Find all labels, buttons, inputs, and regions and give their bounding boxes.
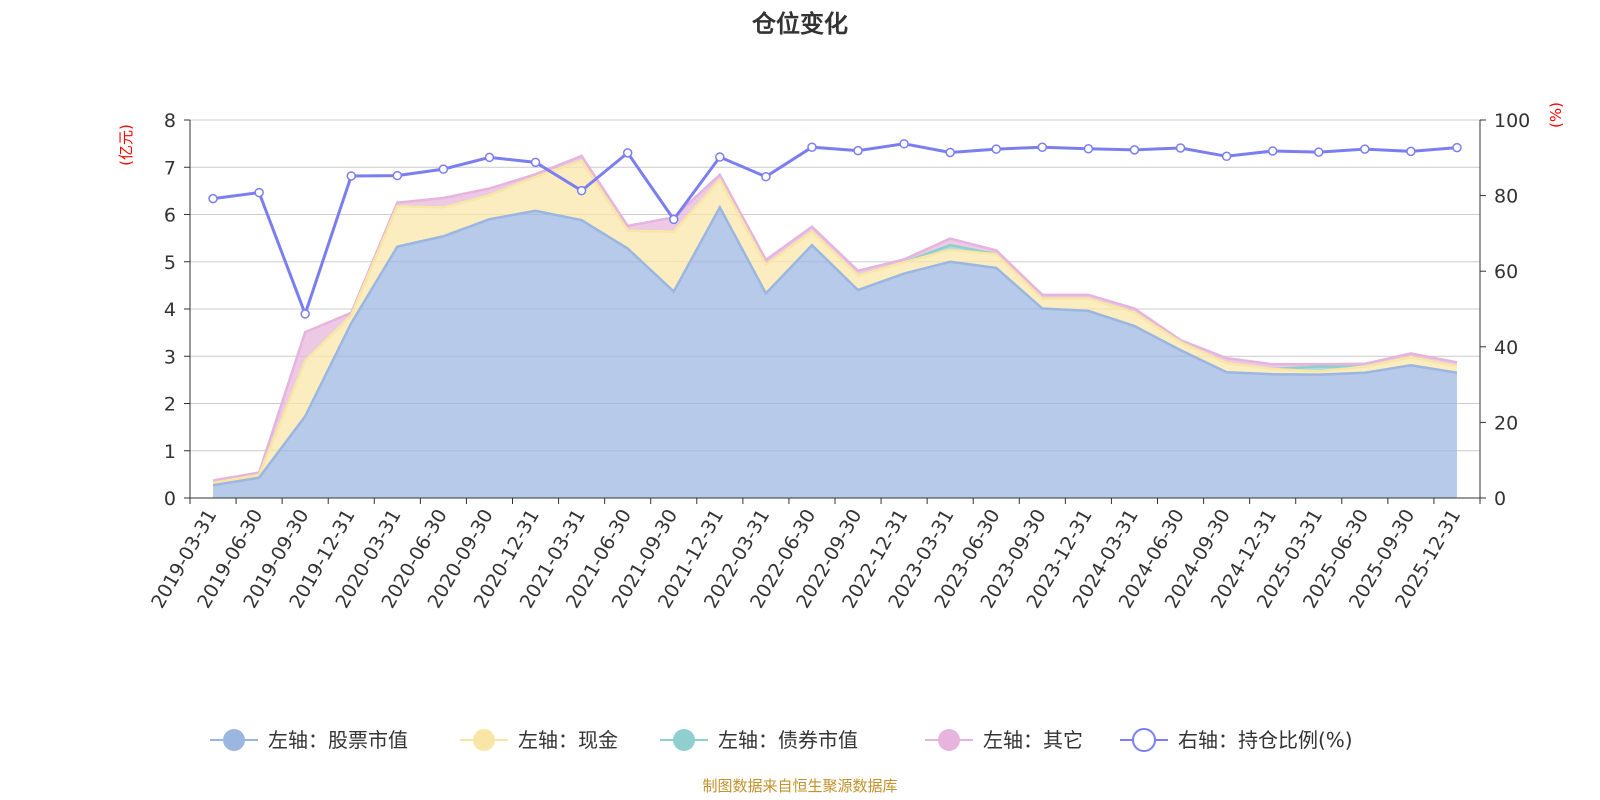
left-axis-tick-label: 7 xyxy=(164,157,176,179)
ratio-point xyxy=(530,157,541,168)
ratio-point xyxy=(1175,143,1186,153)
ratio-point xyxy=(945,147,955,158)
right-axis-tick-label: 20 xyxy=(1494,412,1518,434)
legend-marker xyxy=(223,729,245,751)
holding-ratio-line xyxy=(208,139,1462,319)
ratio-point xyxy=(1221,151,1232,162)
ratio-point xyxy=(346,171,356,181)
stacked-areas xyxy=(212,154,1458,498)
ratio-point xyxy=(484,152,495,163)
area-0 xyxy=(213,207,1457,498)
legend: 左轴：股票市值 左轴：现金 左轴：债券市值 左轴：其它 右轴：持仓比例(%) xyxy=(210,728,1353,752)
ratio-point xyxy=(254,187,264,198)
chart-title: 仓位变化 xyxy=(751,10,848,38)
legend-marker xyxy=(938,729,960,751)
right-axis-tick-label: 40 xyxy=(1494,337,1518,359)
ratio-point xyxy=(1360,144,1370,154)
legend-label: 左轴：其它 xyxy=(983,728,1083,752)
area-edge-1 xyxy=(212,159,1458,485)
ratio-point xyxy=(622,148,633,158)
legend-marker xyxy=(1132,728,1156,752)
legend-label: 左轴：债券市值 xyxy=(718,728,858,752)
x-axis-tick-labels: 2019-03-312019-06-302019-09-302019-12-31… xyxy=(147,506,1465,613)
left-axis-tick-label: 1 xyxy=(164,441,176,463)
ratio-point xyxy=(899,139,909,149)
ratio-point xyxy=(300,309,310,319)
left-axis-name: (亿元) xyxy=(117,124,135,166)
right-axis-tick-label: 60 xyxy=(1494,261,1518,283)
legend-marker xyxy=(673,729,695,751)
ratio-point xyxy=(438,164,449,174)
ratio-point xyxy=(576,185,587,196)
ratio-point xyxy=(1083,143,1094,154)
right-axis-tick-labels: 0 20 40 60 80 100 xyxy=(1494,110,1530,510)
left-axis-tick-label: 3 xyxy=(164,346,176,368)
ratio-point xyxy=(1452,142,1462,153)
ratio-point xyxy=(807,142,817,152)
ratio-point xyxy=(991,144,1001,154)
legend-label: 左轴：股票市值 xyxy=(268,728,408,752)
right-axis-tick-label: 80 xyxy=(1494,186,1518,208)
right-axis-name: (%) xyxy=(1547,102,1565,128)
left-axis-tick-label: 8 xyxy=(164,110,176,132)
ratio-point xyxy=(761,171,771,182)
legend-label: 左轴：现金 xyxy=(518,728,618,752)
legend-label: 右轴：持仓比例(%) xyxy=(1178,728,1353,752)
axes xyxy=(184,119,1486,504)
ratio-point xyxy=(669,214,679,225)
left-axis-tick-label: 2 xyxy=(164,394,176,416)
ratio-line-path xyxy=(212,142,1458,319)
left-axis-tick-label: 5 xyxy=(164,252,176,274)
source-note: 制图数据来自恒生聚源数据库 xyxy=(702,777,897,795)
area-edge-0 xyxy=(212,204,1458,487)
left-axis-tick-label: 4 xyxy=(164,299,176,321)
left-axis-tick-label: 6 xyxy=(164,205,176,227)
ratio-point xyxy=(715,152,725,162)
ratio-point xyxy=(208,193,218,204)
legend-marker xyxy=(473,729,495,751)
left-axis-tick-label: 0 xyxy=(164,488,176,510)
ratio-point xyxy=(1129,145,1140,155)
ratio-point xyxy=(1267,146,1278,156)
ratio-point xyxy=(1406,146,1416,157)
area-edge-3 xyxy=(212,154,1458,482)
ratio-point xyxy=(1037,142,1048,152)
ratio-point xyxy=(1314,147,1324,157)
left-axis-tick-labels: 0 1 2 3 4 5 6 7 8 xyxy=(164,110,176,510)
right-axis-tick-label: 0 xyxy=(1494,488,1506,510)
ratio-point xyxy=(392,170,403,181)
right-axis-tick-label: 100 xyxy=(1494,110,1530,132)
ratio-point xyxy=(853,145,863,156)
